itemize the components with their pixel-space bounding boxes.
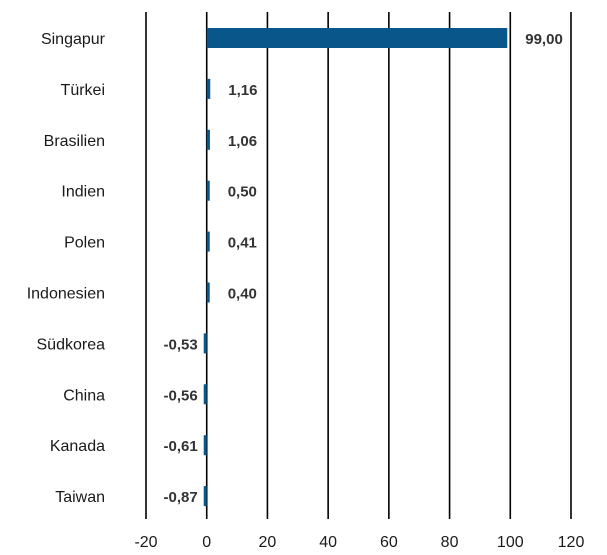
bar: [203, 333, 207, 354]
bar: [206, 180, 210, 201]
x-tick-label: 100: [497, 534, 524, 551]
x-tick-label: 60: [380, 534, 398, 551]
category-labels: Singapur Türkei Brasilien Indien Polen Indone…: [27, 31, 106, 506]
x-tick-label: 0: [202, 534, 211, 551]
x-tick-label: 40: [319, 534, 337, 551]
category-label: Türkei: [61, 82, 105, 99]
category-label: Indonesien: [27, 286, 105, 303]
bar: [203, 486, 207, 507]
category-label: Brasilien: [44, 133, 105, 150]
category-label: Taiwan: [55, 489, 105, 506]
value-label: -0,53: [164, 336, 198, 353]
category-label: Südkorea: [37, 336, 106, 353]
x-tick-label: 120: [558, 534, 585, 551]
value-label: -0,87: [164, 489, 198, 506]
x-tick-label: 20: [259, 534, 277, 551]
value-label: 0,41: [228, 235, 257, 252]
x-tick-label: -20: [134, 534, 157, 551]
value-labels: 99,00 1,16 1,06 0,50 0,41 0,40 -0,53 -0,56 -0,61…: [164, 31, 563, 506]
bar: [203, 384, 207, 405]
category-label: China: [63, 387, 105, 404]
x-tick-label: 80: [441, 534, 459, 551]
category-label: Kanada: [50, 438, 105, 455]
value-label: 1,16: [228, 82, 257, 99]
value-label: 0,50: [228, 184, 257, 201]
x-axis-tick-labels: -20 0 20 40 60 80 100 120: [134, 534, 584, 551]
bar: [206, 129, 210, 150]
value-label: 0,40: [228, 286, 257, 303]
bar: [206, 28, 508, 48]
value-label: 1,06: [228, 133, 257, 150]
bar: [206, 231, 210, 252]
bar: [206, 78, 211, 99]
value-label: -0,61: [164, 438, 198, 455]
bar: [203, 435, 207, 456]
value-label: -0,56: [164, 387, 198, 404]
bars: [203, 28, 508, 507]
category-label: Singapur: [41, 31, 106, 48]
category-label: Polen: [64, 235, 105, 252]
bar: [206, 282, 210, 303]
value-label: 99,00: [525, 31, 563, 48]
category-label: Indien: [61, 184, 105, 201]
